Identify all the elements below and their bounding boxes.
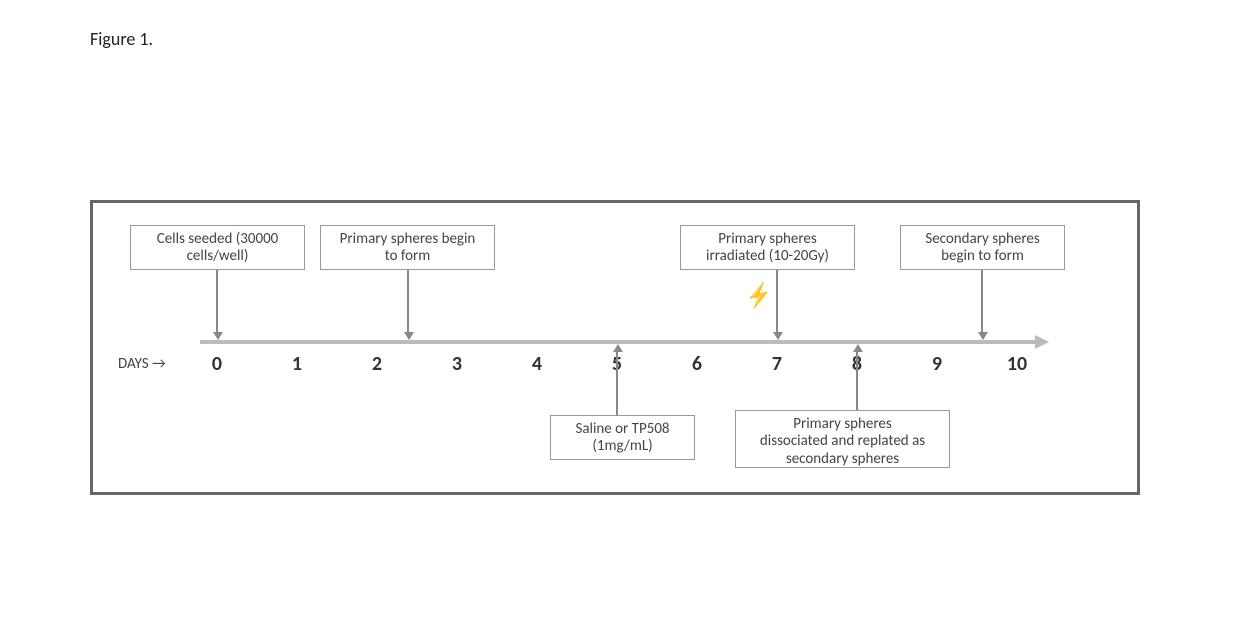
figure-title: Figure 1. xyxy=(90,28,153,50)
event-box-irradiated: Primary spheresirradiated (10-20Gy) xyxy=(680,225,855,270)
tick-label-9: 9 xyxy=(932,352,942,376)
connector-irradiated xyxy=(776,270,778,334)
event-box-saline: Saline or TP508(1mg/mL) xyxy=(550,415,695,460)
connector-saline xyxy=(616,350,618,415)
arrow-down-icon xyxy=(978,332,988,340)
event-text-line: dissociated and replated as xyxy=(744,433,941,450)
event-text-line: cells/well) xyxy=(139,248,296,265)
connector-dissociated xyxy=(856,350,858,410)
arrow-down-icon xyxy=(213,332,223,340)
connector-primary_form xyxy=(407,270,409,334)
connector-secondary_form xyxy=(981,270,983,334)
event-text-line: Primary spheres xyxy=(689,231,846,248)
event-text-line: Secondary spheres xyxy=(909,231,1056,248)
event-text-line: Primary spheres begin xyxy=(329,231,486,248)
event-text-line: Primary spheres xyxy=(744,416,941,433)
tick-label-4: 4 xyxy=(532,352,542,376)
tick-label-3: 3 xyxy=(452,352,462,376)
timeline-arrowhead-icon xyxy=(1035,335,1049,349)
arrow-up-icon xyxy=(853,344,863,352)
tick-label-1: 1 xyxy=(292,352,302,376)
days-axis-label: DAYS → xyxy=(118,355,166,373)
event-text-line: (1mg/mL) xyxy=(559,438,686,455)
event-box-dissociated: Primary spheresdissociated and replated … xyxy=(735,410,950,468)
tick-label-0: 0 xyxy=(212,352,222,376)
event-box-secondary_form: Secondary spheresbegin to form xyxy=(900,225,1065,270)
event-box-primary_form: Primary spheres beginto form xyxy=(320,225,495,270)
lightning-icon: ⚡ xyxy=(743,280,775,311)
tick-label-2: 2 xyxy=(372,352,382,376)
arrow-up-icon xyxy=(613,344,623,352)
tick-label-10: 10 xyxy=(1007,352,1027,376)
arrow-down-icon xyxy=(404,332,414,340)
event-box-seed: Cells seeded (30000cells/well) xyxy=(130,225,305,270)
event-text-line: Saline or TP508 xyxy=(559,421,686,438)
event-text-line: secondary spheres xyxy=(744,451,941,468)
event-text-line: to form xyxy=(329,248,486,265)
tick-label-7: 7 xyxy=(772,352,782,376)
tick-label-6: 6 xyxy=(692,352,702,376)
arrow-down-icon xyxy=(773,332,783,340)
connector-seed xyxy=(216,270,218,334)
event-text-line: Cells seeded (30000 xyxy=(139,231,296,248)
event-text-line: begin to form xyxy=(909,248,1056,265)
event-text-line: irradiated (10-20Gy) xyxy=(689,248,846,265)
